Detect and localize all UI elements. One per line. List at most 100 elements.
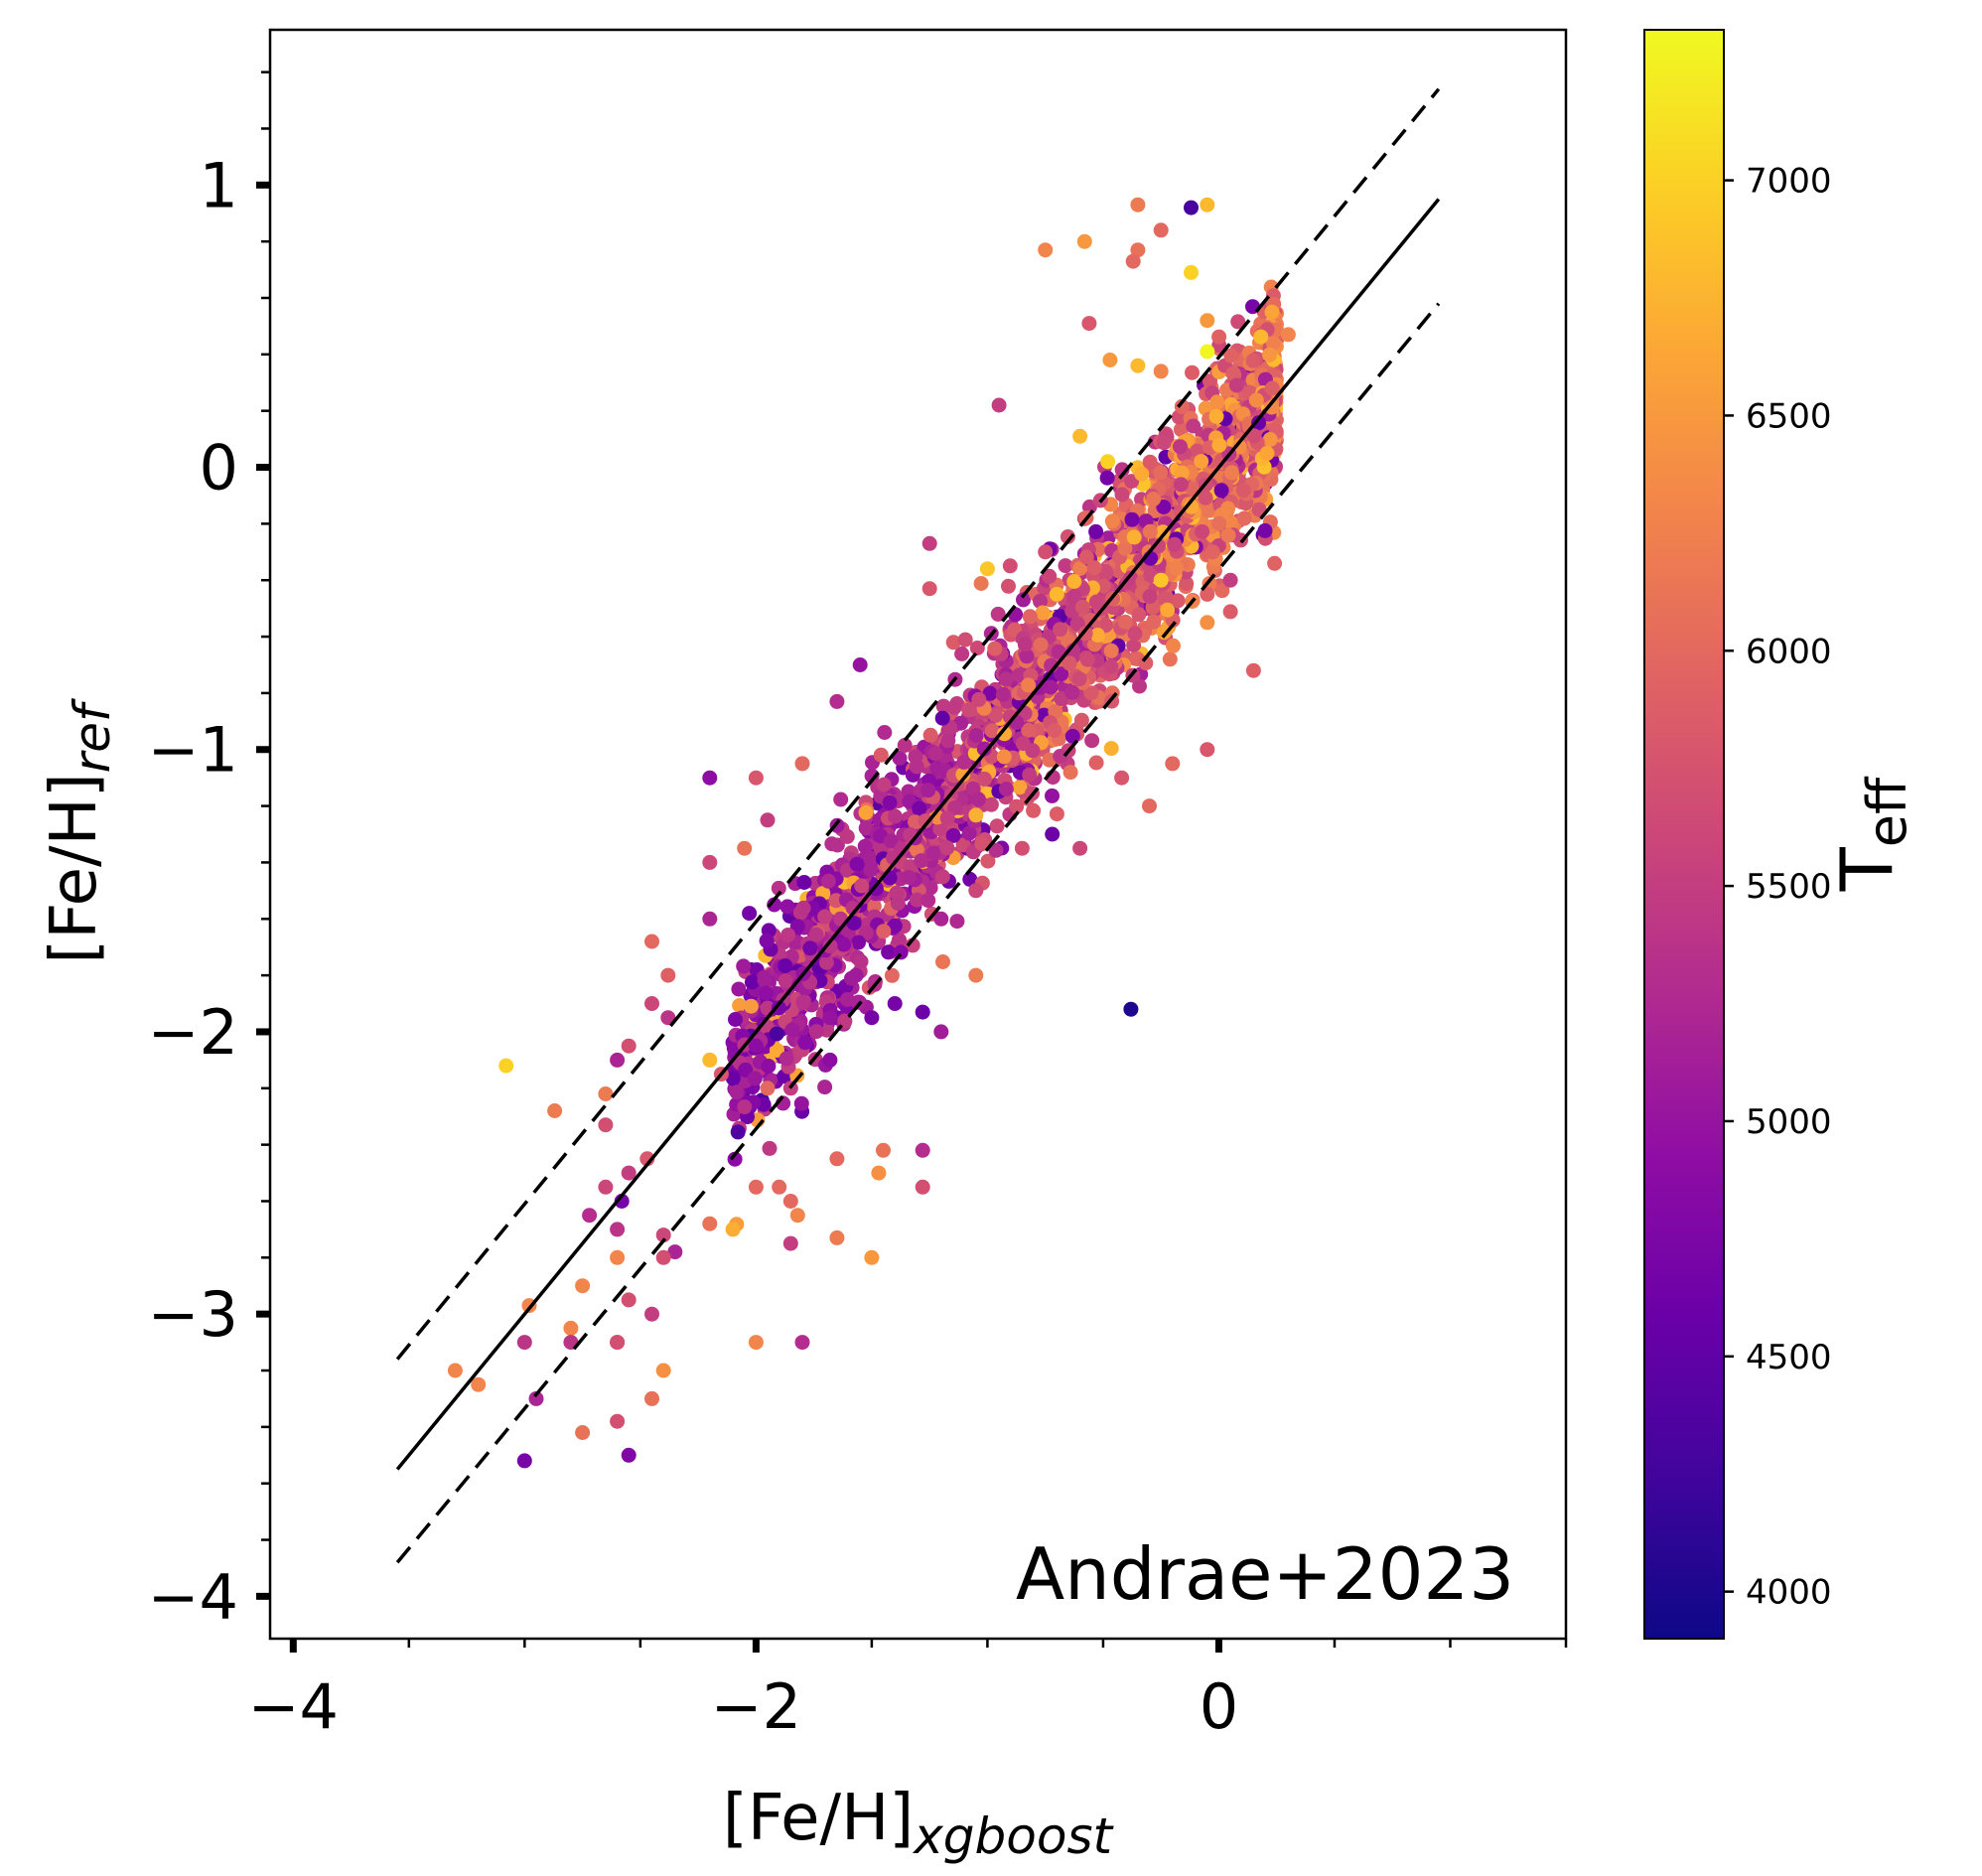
scatter-point — [1265, 335, 1281, 351]
offset-line-dashed — [395, 87, 1441, 1361]
scatter-point — [854, 878, 870, 894]
scatter-point — [884, 967, 900, 983]
scatter-point — [731, 981, 747, 997]
scatter-point — [782, 1235, 798, 1251]
scatter-point — [1186, 418, 1202, 434]
scatter-point — [876, 777, 892, 793]
scatter-point — [1211, 515, 1227, 531]
scatter-point — [892, 750, 908, 766]
scatter-point — [748, 1038, 764, 1054]
scatter-point — [925, 845, 941, 861]
scatter-point — [1173, 439, 1188, 455]
scatter-point — [1038, 242, 1054, 258]
scatter-point — [1053, 622, 1068, 638]
scatter-point — [1071, 671, 1087, 687]
scatter-point — [982, 685, 998, 701]
scatter-point — [702, 1216, 718, 1231]
scatter-point — [1230, 314, 1246, 330]
scatter-point — [1103, 741, 1119, 757]
scatter-point — [1251, 415, 1267, 431]
scatter-point — [782, 1194, 798, 1209]
scatter-point — [797, 1035, 813, 1051]
scatter-point — [1130, 242, 1146, 258]
colorbar-tick-label: 5000 — [1746, 1102, 1832, 1142]
scatter-point — [725, 1071, 741, 1086]
scatter-point — [1173, 477, 1189, 493]
scatter-point — [1153, 465, 1169, 481]
scatter-point — [1102, 353, 1118, 367]
scatter-point — [1165, 756, 1181, 772]
scatter-point — [988, 708, 1004, 723]
scatter-point — [1019, 649, 1035, 664]
scatter-point — [892, 932, 907, 947]
scatter-point — [968, 967, 984, 983]
scatter-point — [1220, 527, 1236, 543]
scatter-point — [758, 985, 774, 1001]
scatter-point — [621, 1165, 637, 1181]
scatter-point — [1179, 576, 1195, 591]
scatter-point — [1048, 704, 1063, 719]
scatter-point — [909, 759, 924, 775]
x-tick-label: −2 — [711, 1670, 801, 1743]
scatter-point — [702, 1052, 718, 1068]
scatter-point — [849, 856, 865, 872]
colorbar — [1643, 29, 1725, 1640]
scatter-point — [973, 576, 989, 591]
scatter-point — [1160, 602, 1176, 618]
scatter-point — [1195, 523, 1210, 539]
scatter-point — [1211, 437, 1227, 453]
scatter-point — [1184, 264, 1199, 280]
scatter-point — [1280, 327, 1296, 343]
scatter-point — [1245, 353, 1261, 368]
scatter-point — [918, 813, 933, 829]
scatter-point — [738, 1062, 754, 1078]
scatter-point — [955, 767, 971, 783]
scatter-point — [1033, 593, 1048, 609]
scatter-point — [1012, 780, 1028, 795]
scatter-point — [962, 871, 978, 887]
scatter-point — [1130, 358, 1146, 373]
scatter-point — [644, 1306, 659, 1322]
colorbar-tick-label: 6500 — [1746, 396, 1832, 436]
scatter-point — [1072, 428, 1088, 444]
scatter-point — [822, 938, 838, 954]
scatter-point — [912, 800, 927, 816]
scatter-point — [621, 1447, 637, 1463]
scatter-point — [1126, 638, 1142, 652]
scatter-point — [998, 782, 1014, 796]
scatter-point — [922, 727, 938, 743]
scatter-point — [921, 535, 937, 551]
scatter-point — [655, 1363, 671, 1378]
scatter-point — [817, 1080, 833, 1095]
scatter-point — [1200, 615, 1215, 631]
scatter-point — [598, 1086, 614, 1101]
scatter-point — [1153, 572, 1169, 588]
scatter-point — [1016, 592, 1031, 608]
scatter-point — [1245, 662, 1261, 678]
scatter-point — [1060, 529, 1075, 544]
scatter-point — [857, 838, 873, 854]
scatter-point — [1264, 304, 1280, 320]
scatter-point — [1001, 578, 1016, 594]
y-tick-label: −4 — [148, 1560, 238, 1633]
scatter-point — [822, 1010, 838, 1026]
scatter-point — [748, 1335, 764, 1351]
scatter-point — [760, 812, 776, 828]
scatter-point — [1151, 538, 1166, 554]
scatter-point — [1214, 583, 1230, 599]
scatter-point — [877, 725, 893, 740]
scatter-point — [968, 728, 984, 744]
scatter-point — [808, 1024, 824, 1040]
scatter-point — [1211, 329, 1227, 345]
scatter-point — [968, 807, 984, 823]
scatter-point — [1167, 536, 1183, 552]
scatter-point — [660, 967, 676, 983]
scatter-points — [447, 197, 1296, 1469]
scatter-point — [1170, 593, 1186, 609]
scatter-point — [1262, 347, 1277, 362]
scatter-point — [979, 561, 995, 577]
colorbar-tick-label: 5500 — [1746, 867, 1832, 907]
y-tick-label: 0 — [200, 432, 238, 505]
annotation-label: Andrae+2023 — [1016, 1532, 1514, 1616]
scatter-point — [833, 792, 849, 807]
